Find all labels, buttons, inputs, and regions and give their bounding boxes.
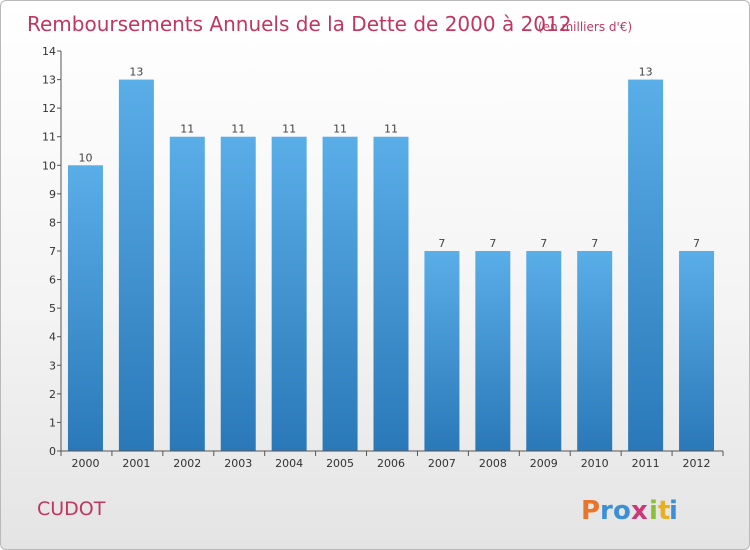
bar-data-label: 7 — [438, 237, 445, 250]
bar-data-label: 11 — [282, 123, 296, 136]
y-tick-label: 14 — [42, 45, 56, 58]
y-tick-label: 7 — [49, 245, 56, 258]
y-tick-label: 5 — [49, 302, 56, 315]
bar — [679, 251, 715, 451]
x-tick-label: 2009 — [530, 457, 558, 470]
x-tick-label: 2011 — [632, 457, 660, 470]
bar — [373, 136, 409, 451]
logo-letter: r — [600, 496, 613, 526]
bar — [271, 136, 307, 451]
bar-data-label: 10 — [78, 151, 92, 164]
logo-letter: x — [631, 496, 648, 526]
bar-data-label: 11 — [180, 123, 194, 136]
y-tick-label: 9 — [49, 188, 56, 201]
y-tick-label: 13 — [42, 74, 56, 87]
chart-unit: (en milliers d'€) — [538, 20, 632, 34]
y-tick-label: 0 — [49, 445, 56, 458]
bar-data-label: 13 — [639, 66, 653, 79]
bars-group: 10 13 11 11 11 11 11 7 7 7 7 13 7 — [67, 66, 715, 452]
bar-data-label: 13 — [129, 66, 143, 79]
x-tick-label: 2000 — [71, 457, 99, 470]
bar — [67, 165, 103, 452]
bar-data-label: 7 — [540, 237, 547, 250]
x-tick-label: 2003 — [224, 457, 252, 470]
y-tick-label: 11 — [42, 131, 56, 144]
bar — [628, 79, 664, 452]
y-tick-label: 3 — [49, 359, 56, 372]
y-tick-label: 4 — [49, 331, 56, 344]
bar — [169, 136, 205, 451]
bar-data-label: 11 — [384, 123, 398, 136]
y-tick-label: 10 — [42, 159, 56, 172]
bar-data-label: 7 — [591, 237, 598, 250]
x-tick-label: 2007 — [428, 457, 456, 470]
bar — [220, 136, 256, 451]
x-tick-label: 2002 — [173, 457, 201, 470]
bar — [577, 251, 613, 451]
y-tick-label: 12 — [42, 102, 56, 115]
bar-data-label: 11 — [333, 123, 347, 136]
bar — [424, 251, 460, 451]
y-tick-label: 8 — [49, 216, 56, 229]
y-tick-label: 2 — [49, 388, 56, 401]
logo-letter: i — [669, 496, 678, 526]
x-axis: 2000 2001 2002 2003 2004 2005 2006 2007 2008 2009… — [60, 450, 724, 470]
y-tick-label: 6 — [49, 274, 56, 287]
bar-data-label: 7 — [693, 237, 700, 250]
x-tick-label: 2008 — [479, 457, 507, 470]
commune-name: CUDOT — [37, 498, 106, 520]
logo-letter: i — [649, 496, 658, 526]
bar-data-label: 7 — [489, 237, 496, 250]
bar — [475, 251, 511, 451]
bar-data-label: 11 — [231, 123, 245, 136]
x-tick-label: 2001 — [122, 457, 150, 470]
x-tick-label: 2012 — [683, 457, 711, 470]
logo-letter: P — [581, 496, 600, 526]
y-tick-label: 1 — [49, 416, 56, 429]
bar — [526, 251, 562, 451]
chart-title: Remboursements Annuels de la Dette de 20… — [27, 12, 571, 36]
x-tick-label: 2010 — [581, 457, 609, 470]
bar — [322, 136, 358, 451]
logo-letter: t — [658, 496, 670, 526]
logo-letter: o — [613, 496, 631, 526]
x-tick-label: 2006 — [377, 457, 405, 470]
x-tick-label: 2005 — [326, 457, 354, 470]
bar — [118, 79, 154, 452]
x-tick-label: 2004 — [275, 457, 303, 470]
